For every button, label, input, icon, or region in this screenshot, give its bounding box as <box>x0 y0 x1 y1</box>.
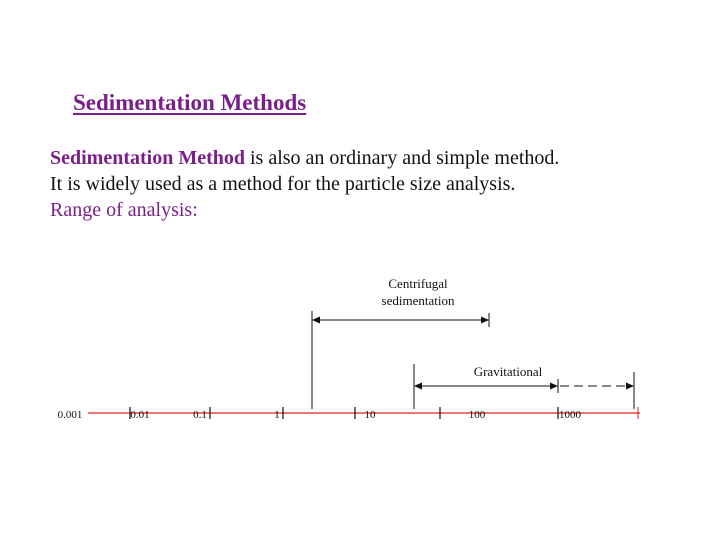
arrowhead <box>312 316 320 324</box>
tick-label: 100 <box>469 409 486 421</box>
range-heading: Range of analysis: <box>50 199 198 221</box>
intro-text: is also an ordinary and simple method. <box>245 147 560 169</box>
method-name: Sedimentation Method <box>50 147 245 169</box>
tick-label: 0.001 <box>58 409 83 421</box>
tick-label: 1000 <box>559 409 582 421</box>
tick-label: 1 <box>274 409 280 421</box>
arrowhead <box>414 382 422 390</box>
arrowhead <box>481 316 489 324</box>
tick-label: 0.01 <box>130 409 149 421</box>
tick-label: 0.1 <box>193 409 207 421</box>
centrifugal-label: sedimentation <box>382 293 455 308</box>
centrifugal-label: Centrifugal <box>388 276 448 291</box>
usage-line: It is widely used as a method for the pa… <box>50 173 516 195</box>
tick-label: 10 <box>365 409 377 421</box>
arrowhead <box>550 382 558 390</box>
arrowhead <box>626 382 634 390</box>
gravitational-label: Gravitational <box>474 364 543 379</box>
intro-line: Sedimentation Method is also an ordinary… <box>50 147 559 170</box>
slide-title: Sedimentation Methods <box>73 90 307 115</box>
